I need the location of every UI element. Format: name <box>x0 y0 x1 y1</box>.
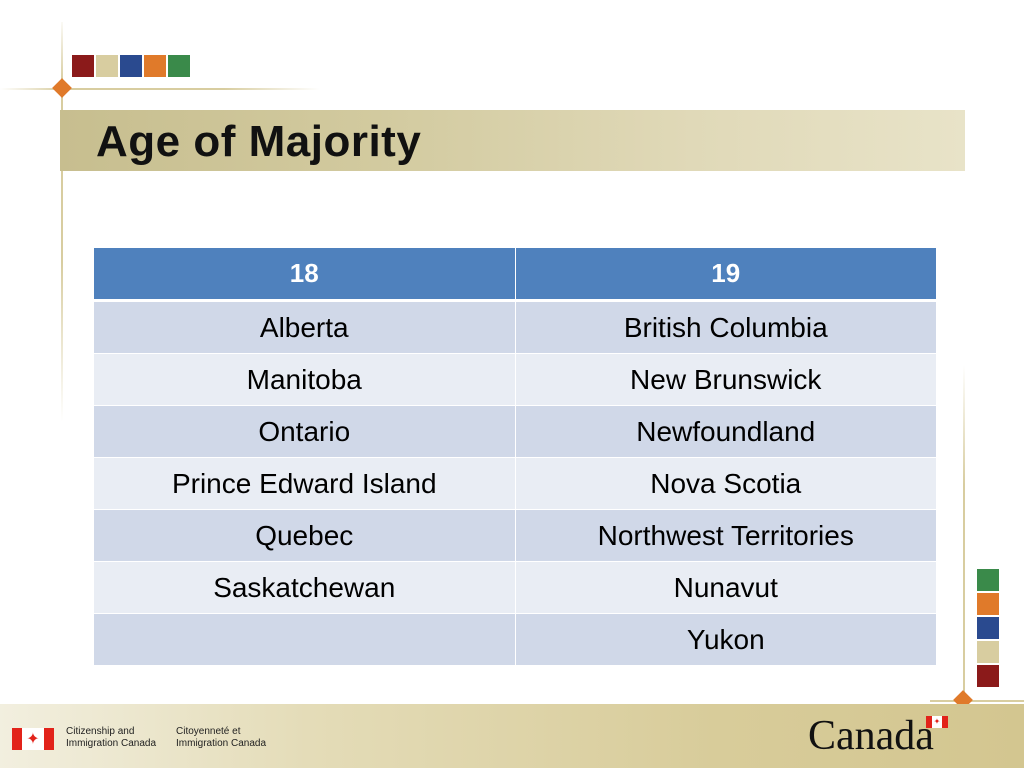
slide-title: Age of Majority <box>96 117 422 166</box>
table-cell: British Columbia <box>514 300 937 354</box>
department-line: Immigration Canada <box>176 738 267 749</box>
department-line: Citizenship and <box>66 726 135 737</box>
footer-banner: ✦ Citizenship and Immigration Canada Cit… <box>0 704 1024 768</box>
department-line: Citoyenneté et <box>176 726 241 737</box>
title-band <box>60 110 965 171</box>
table-row: Ontario Newfoundland <box>93 405 937 458</box>
table-row: Saskatchewan Nunavut <box>93 561 937 614</box>
table-cell: Ontario <box>93 405 516 458</box>
color-square <box>977 641 999 663</box>
table-header-row: 18 19 <box>93 247 937 302</box>
table-row: Prince Edward Island Nova Scotia <box>93 457 937 510</box>
color-square <box>977 617 999 639</box>
color-square <box>144 55 166 77</box>
table-cell: Nova Scotia <box>514 457 937 510</box>
table-cell: Nunavut <box>514 561 937 614</box>
wordmark-flag-icon: ✦ <box>926 716 948 728</box>
table-cell: Prince Edward Island <box>93 457 516 510</box>
color-squares-right <box>977 569 999 687</box>
department-line: Immigration Canada <box>66 738 157 749</box>
color-square <box>168 55 190 77</box>
color-square <box>977 665 999 687</box>
table-cell: Quebec <box>93 509 516 562</box>
table-row: Yukon <box>93 613 937 666</box>
table-row: Quebec Northwest Territories <box>93 509 937 562</box>
canada-flag-icon: ✦ <box>12 728 54 750</box>
decorative-vertical-line-left <box>61 22 63 422</box>
decorative-vertical-line-right <box>963 365 965 765</box>
table-cell: Alberta <box>93 300 516 354</box>
table-cell: New Brunswick <box>514 353 937 406</box>
department-name-english: Citizenship and Immigration Canada <box>66 726 156 750</box>
table-cell <box>93 613 516 666</box>
color-square <box>72 55 94 77</box>
orange-diamond-icon <box>52 78 72 98</box>
header-cell-18: 18 <box>93 247 516 302</box>
age-of-majority-table: 18 19 Alberta British Columbia Manitoba … <box>93 247 937 666</box>
table-row: Alberta British Columbia <box>93 300 937 354</box>
table-cell: Yukon <box>514 613 937 666</box>
color-square <box>977 593 999 615</box>
decorative-horizontal-line-top <box>0 88 320 90</box>
department-name-french: Citoyenneté et Immigration Canada <box>176 726 266 750</box>
decorative-horizontal-line-bottom <box>930 700 1024 702</box>
table-cell: Manitoba <box>93 353 516 406</box>
color-squares-top <box>72 55 190 77</box>
color-square <box>977 569 999 591</box>
table-cell: Northwest Territories <box>514 509 937 562</box>
header-cell-19: 19 <box>514 247 937 302</box>
table-cell: Saskatchewan <box>93 561 516 614</box>
color-square <box>96 55 118 77</box>
table-cell: Newfoundland <box>514 405 937 458</box>
table-row: Manitoba New Brunswick <box>93 353 937 406</box>
color-square <box>120 55 142 77</box>
canada-wordmark: Canada <box>808 713 934 759</box>
